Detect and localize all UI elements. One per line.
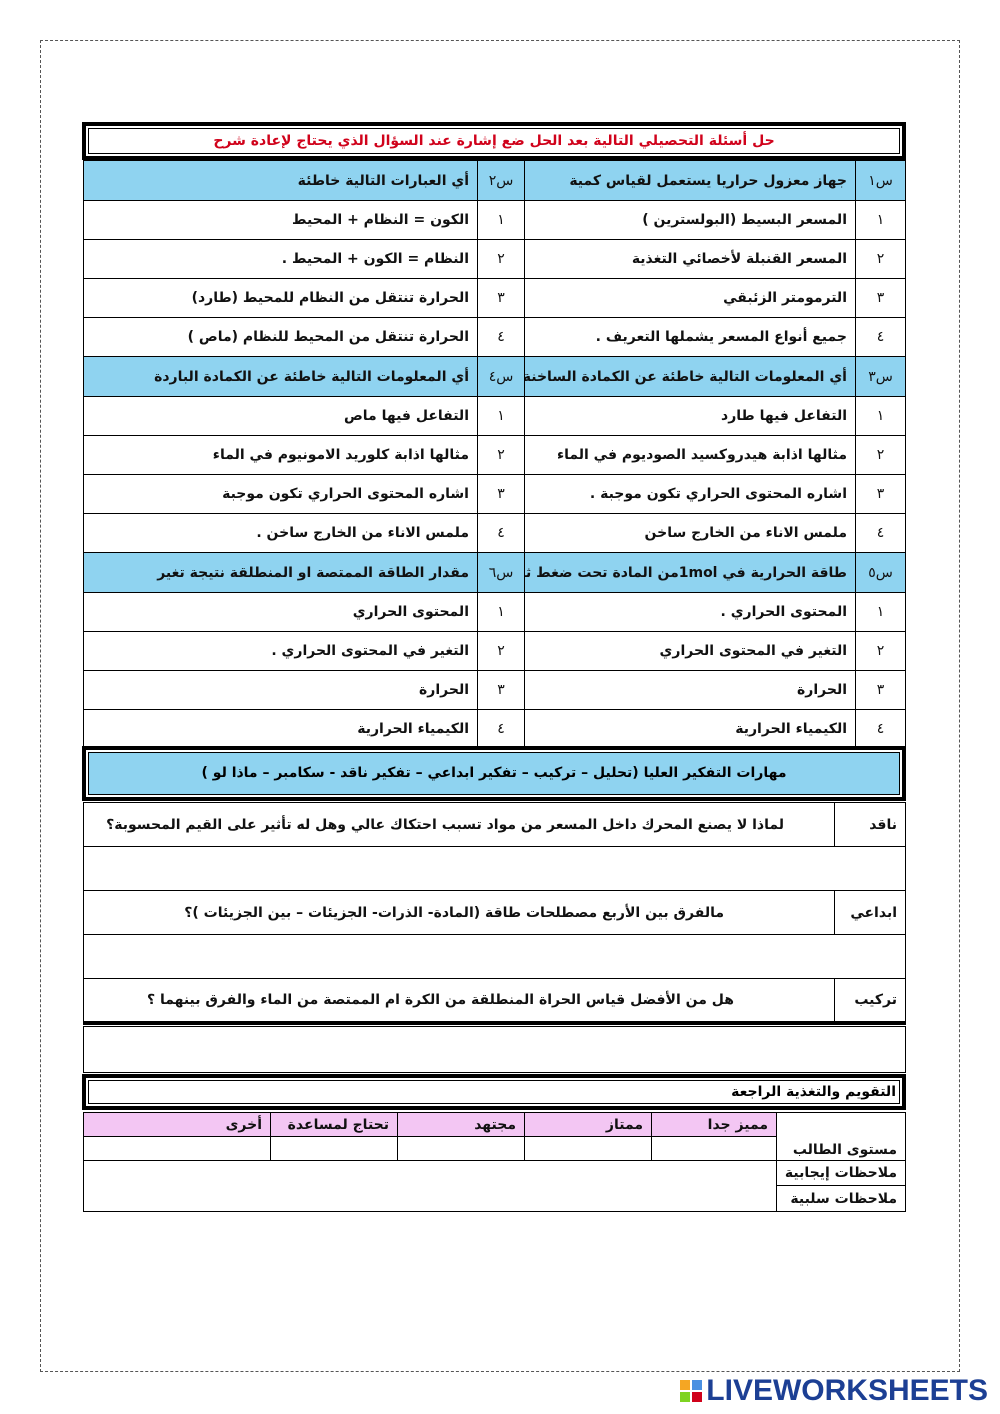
option-text[interactable]: الحرارة [83, 670, 478, 710]
option-text[interactable]: الحرارة [524, 670, 856, 710]
evaluation-title: التقويم والتغذية الراجعة [82, 1074, 906, 1110]
skill-question: هل من الأفضل قياس الحراة المنطلقة من الك… [83, 978, 835, 1023]
option-text[interactable]: المسعر البسيط (البولسترين ) [524, 200, 856, 240]
skill-question: مالفرق بين الأربع مصطلحات طاقة (المادة- … [83, 890, 835, 935]
skill-label: ابداعي [834, 890, 906, 935]
option-number: ٢ [477, 239, 525, 279]
level-cell[interactable] [83, 1136, 271, 1161]
question-number: س٦ [477, 552, 525, 593]
option-text[interactable]: الحرارة تنتقل من النظام للمحيط (طارد) [83, 278, 478, 318]
option-number: ٢ [855, 239, 906, 279]
student-level-label: مستوى الطالب [776, 1112, 906, 1161]
option-text[interactable]: الكيمياء الحرارية [83, 709, 478, 749]
option-text[interactable]: المحتوى الحراري . [524, 592, 856, 632]
level-excellent-plus: مميز جدا [651, 1112, 777, 1137]
option-text[interactable]: التفاعل فيها طارد [524, 396, 856, 436]
question-stem: طاقة الحرارية في 1molمن المادة تحت ضغط ث… [524, 552, 856, 593]
question-stem: مقدار الطاقة الممتصة او المنطلقة نتيجة ت… [83, 552, 478, 593]
option-number: ٢ [855, 631, 906, 671]
option-number: ١ [477, 200, 525, 240]
option-text[interactable]: المحتوى الحراري [83, 592, 478, 632]
option-number: ٢ [855, 435, 906, 475]
option-number: ٤ [477, 317, 525, 357]
option-text[interactable]: جميع أنواع المسعر يشملها التعريف . [524, 317, 856, 357]
liveworksheets-logo: LIVEWORKSHEETS [680, 1374, 988, 1408]
page-border [40, 40, 960, 1372]
level-other: أخرى [83, 1112, 271, 1137]
notes-area[interactable] [83, 1160, 777, 1212]
question-number: س١ [855, 160, 906, 201]
option-text[interactable]: التفاعل فيها ماص [83, 396, 478, 436]
questions-table: س١ جهاز معزول حراريا يستعمل لقياس كمية س٢ أ… [83, 160, 906, 749]
worksheet-title: حل أسئلة التحصيلي التالية بعد الحل ضع إش… [82, 122, 906, 160]
question-stem: أي العبارات التالية خاطئة [83, 160, 478, 201]
level-cell[interactable] [270, 1136, 398, 1161]
question-number: س٣ [855, 356, 906, 397]
answer-area-table [83, 1026, 906, 1073]
skills-table: ناقد لماذا لا يصنع المحرك داخل المسعر من … [83, 802, 906, 1025]
skill-question: لماذا لا يصنع المحرك داخل المسعر من مواد… [83, 802, 835, 847]
option-text[interactable]: الكيمياء الحرارية [524, 709, 856, 749]
option-number: ٣ [855, 670, 906, 710]
option-text[interactable]: ملمس الاناء من الخارج ساخن [524, 513, 856, 553]
question-number: س٢ [477, 160, 525, 201]
option-number: ٣ [477, 278, 525, 318]
skills-title: مهارات التفكير العليا (تحليل – تركيب – ت… [82, 746, 906, 801]
option-number: ٢ [477, 631, 525, 671]
question-stem: جهاز معزول حراريا يستعمل لقياس كمية [524, 160, 856, 201]
question-stem: أي المعلومات التالية خاطئة عن الكمادة ال… [524, 356, 856, 397]
option-number: ٣ [855, 278, 906, 318]
level-diligent: مجتهد [397, 1112, 525, 1137]
option-number: ٤ [477, 513, 525, 553]
option-number: ٤ [855, 317, 906, 357]
skill-label: تركيب [834, 978, 906, 1023]
option-text[interactable]: الحرارة تنتقل من المحيط للنظام (ماص ) [83, 317, 478, 357]
answer-area[interactable] [83, 934, 906, 979]
option-text[interactable]: المسعر القنبلة لأخصائي التغذية [524, 239, 856, 279]
option-text[interactable]: التغير في المحتوى الحراري [524, 631, 856, 671]
option-text[interactable]: ملمس الاناء من الخارج ساخن . [83, 513, 478, 553]
option-text[interactable]: اشاره المحتوى الحراري تكون موجبة . [524, 474, 856, 514]
option-text[interactable]: مثالها اذابة هيدروكسيد الصوديوم في الماء [524, 435, 856, 475]
option-number: ١ [855, 396, 906, 436]
positive-notes-label: ملاحظات إيجابية [776, 1160, 906, 1186]
option-number: ٤ [855, 709, 906, 749]
option-number: ٢ [477, 435, 525, 475]
option-number: ٣ [855, 474, 906, 514]
option-number: ٤ [855, 513, 906, 553]
option-text[interactable]: اشاره المحتوى الحراري تكون موجبة [83, 474, 478, 514]
option-number: ١ [855, 592, 906, 632]
option-number: ١ [477, 396, 525, 436]
evaluation-table: مستوى الطالب مميز جدا ممتاز مجتهد تحتاج … [83, 1112, 906, 1212]
level-cell[interactable] [397, 1136, 525, 1161]
question-stem: أي المعلومات التالية خاطئة عن الكمادة ال… [83, 356, 478, 397]
negative-notes-label: ملاحظات سلبية [776, 1185, 906, 1212]
option-text[interactable]: النظام = الكون + المحيط . [83, 239, 478, 279]
logo-squares-icon [680, 1380, 703, 1402]
option-text[interactable]: مثالها اذابة كلوريد الامونيوم في الماء [83, 435, 478, 475]
level-needs-help: تحتاج لمساعدة [270, 1112, 398, 1137]
option-number: ١ [855, 200, 906, 240]
skill-label: ناقد [834, 802, 906, 847]
option-text[interactable]: الترمومتر الزئبقي [524, 278, 856, 318]
question-number: س٤ [477, 356, 525, 397]
question-number: س٥ [855, 552, 906, 593]
level-cell[interactable] [524, 1136, 652, 1161]
answer-area[interactable] [83, 1026, 906, 1073]
option-number: ١ [477, 592, 525, 632]
option-number: ٤ [477, 709, 525, 749]
logo-text: LIVEWORKSHEETS [706, 1374, 988, 1407]
option-number: ٣ [477, 670, 525, 710]
option-number: ٣ [477, 474, 525, 514]
level-excellent: ممتاز [524, 1112, 652, 1137]
option-text[interactable]: التغير في المحتوى الحراري . [83, 631, 478, 671]
level-cell[interactable] [651, 1136, 777, 1161]
answer-area[interactable] [83, 846, 906, 891]
option-text[interactable]: الكون = النظام + المحيط [83, 200, 478, 240]
